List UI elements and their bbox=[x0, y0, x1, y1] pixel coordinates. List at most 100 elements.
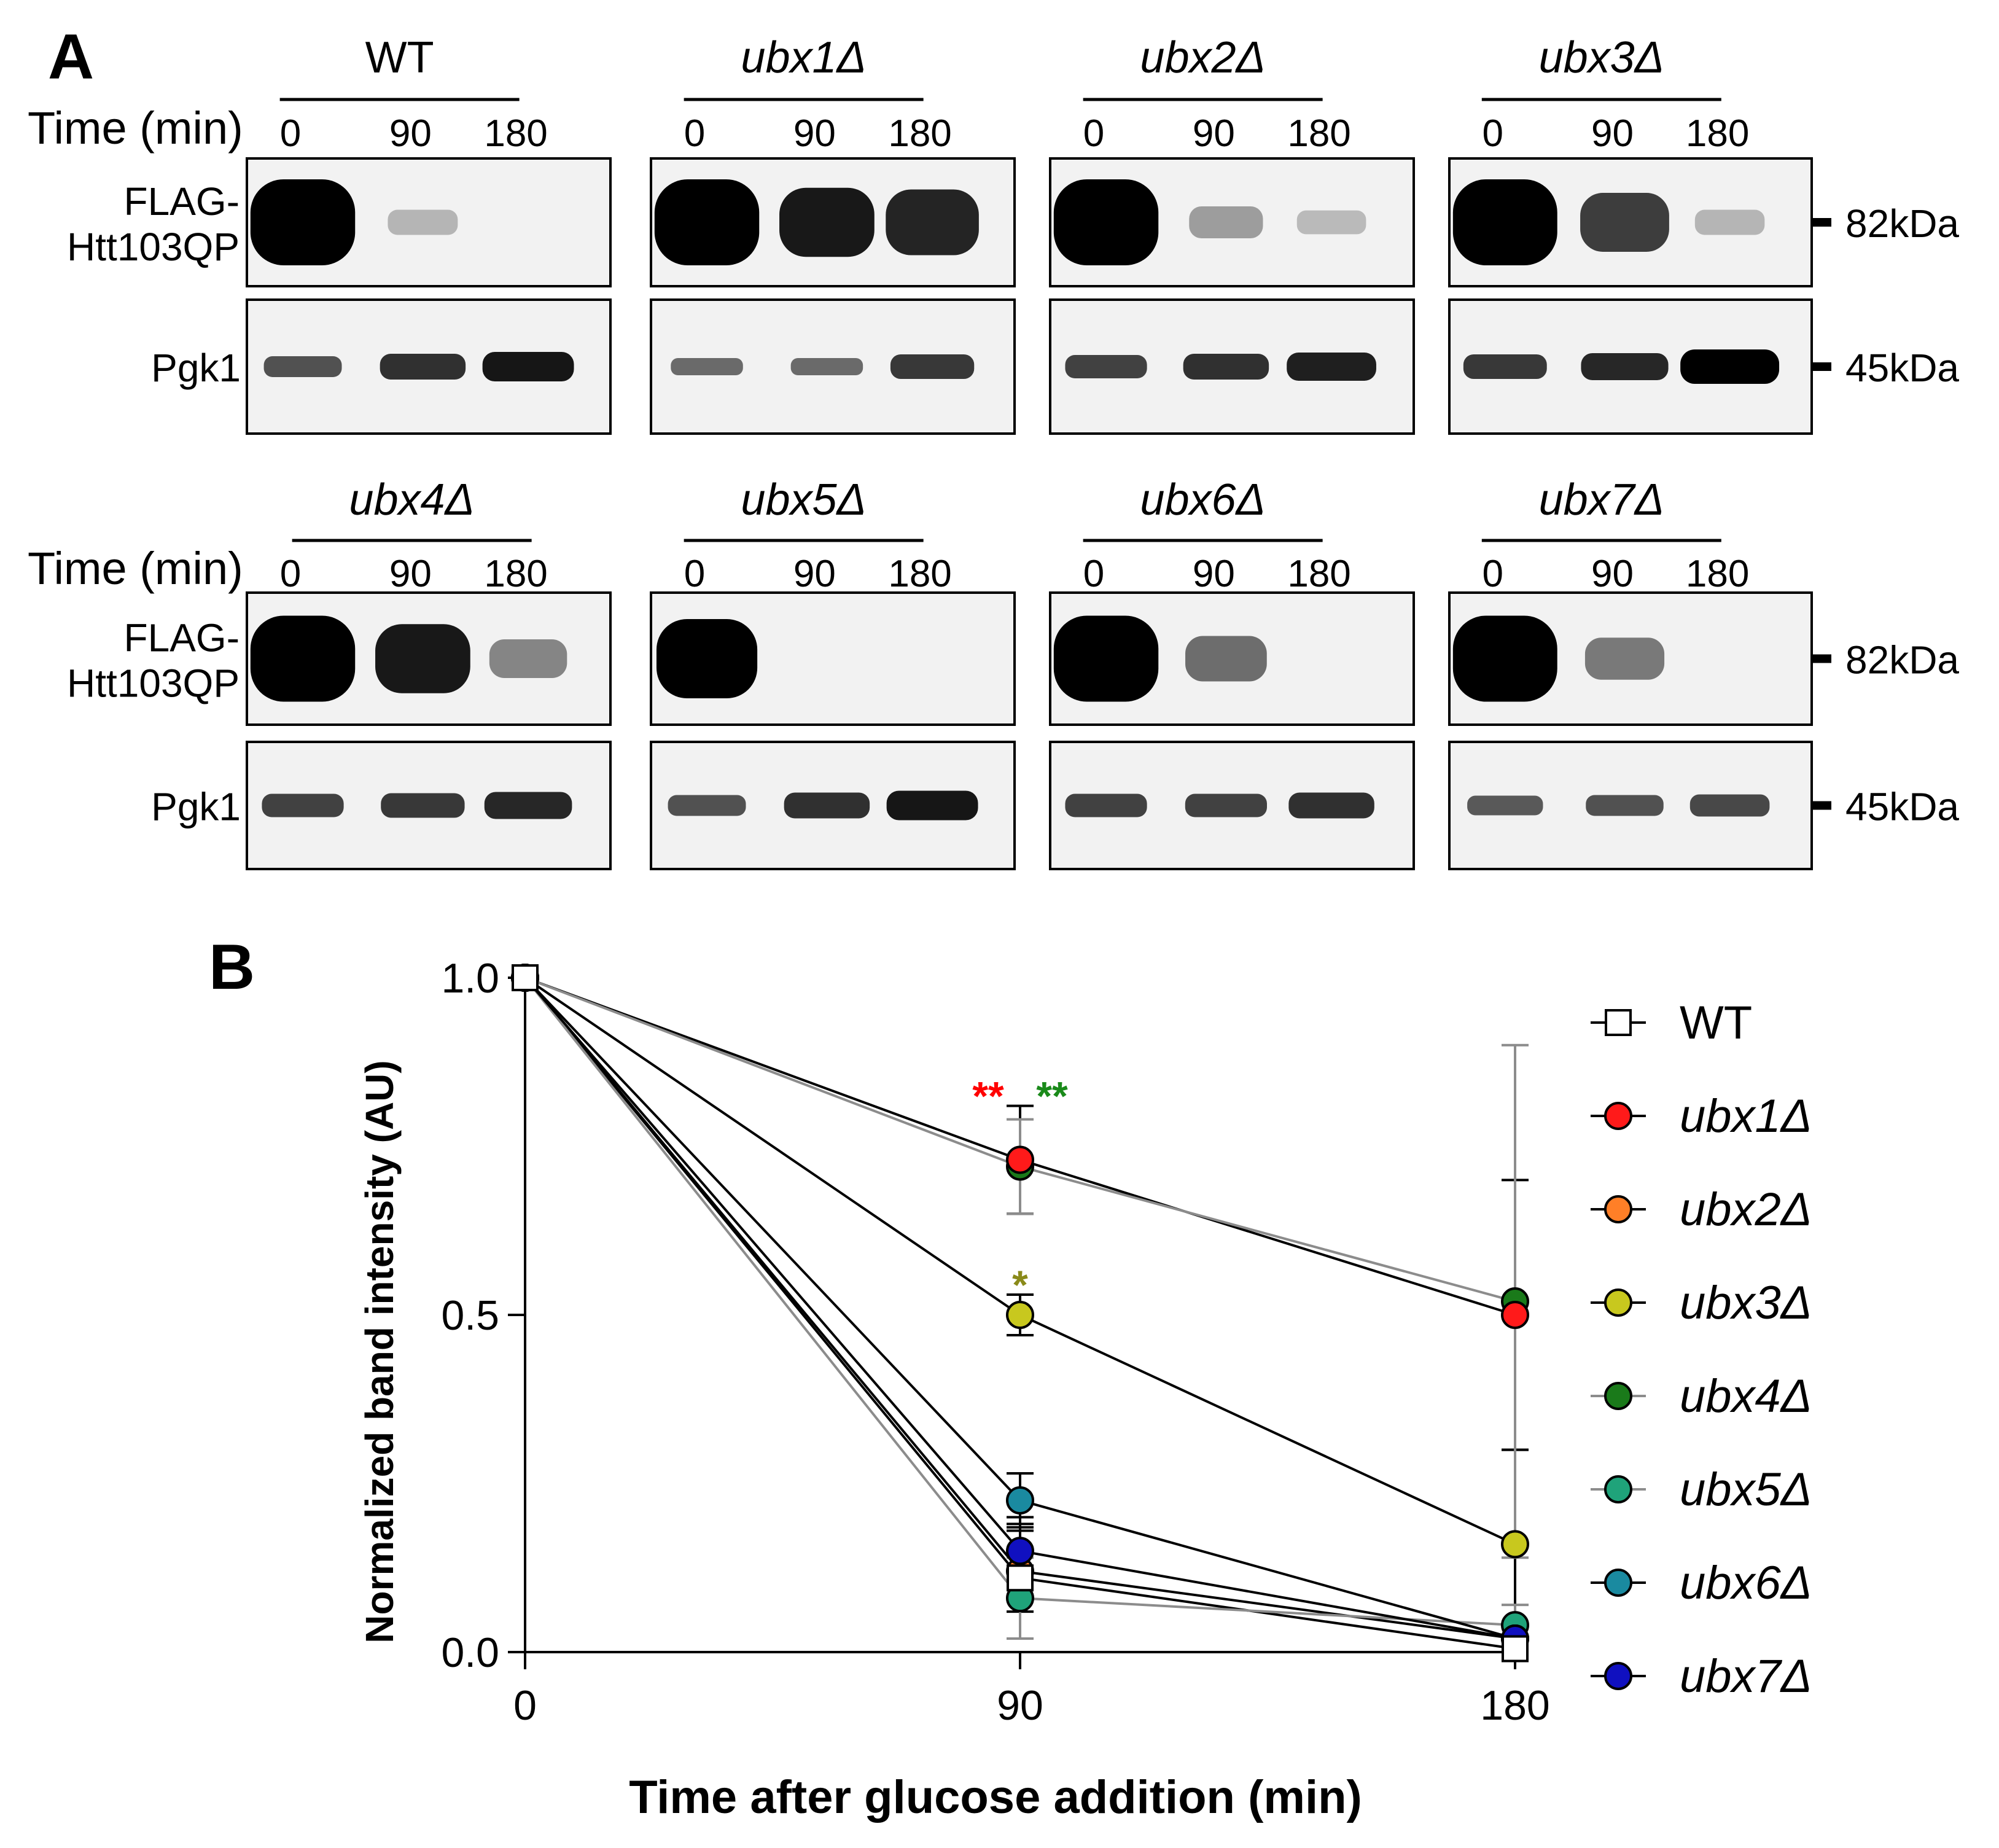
y-tick-label: 1.0 bbox=[441, 955, 499, 1002]
marker-45kda-label: 45kDa bbox=[1845, 785, 1959, 829]
strain-title: ubx2Δ bbox=[1140, 33, 1265, 82]
significance-asterisks: * bbox=[1012, 1262, 1028, 1308]
legend-label: ubx3Δ bbox=[1680, 1277, 1812, 1329]
pgk1-band bbox=[890, 354, 975, 379]
flag-htt103qp-band bbox=[1584, 637, 1665, 680]
pgk1-band bbox=[484, 792, 572, 819]
flag-htt103qp-band bbox=[1053, 179, 1159, 265]
legend-marker-circle bbox=[1604, 1289, 1632, 1317]
data-point-circle bbox=[1501, 1301, 1529, 1329]
flag-htt103qp-band bbox=[388, 209, 458, 235]
strain-title: ubx5Δ bbox=[741, 475, 866, 524]
flag-htt103qp-band bbox=[489, 639, 567, 678]
flag-htt103qp-band bbox=[250, 179, 356, 265]
time-point-label: 180 bbox=[1686, 553, 1749, 595]
strain-title: WT bbox=[365, 33, 434, 82]
panel-b-label: B bbox=[209, 932, 255, 1003]
marker-45kda-tick bbox=[1812, 362, 1831, 371]
pgk1-label: Pgk1 bbox=[151, 785, 241, 829]
time-point-label: 90 bbox=[1193, 553, 1235, 595]
time-min-label: Time (min) bbox=[28, 103, 243, 154]
flag-htt103qp-band bbox=[375, 624, 470, 693]
pgk1-band bbox=[1689, 794, 1770, 817]
time-point-label: 0 bbox=[280, 112, 301, 155]
time-point-label: 0 bbox=[684, 112, 705, 155]
x-axis-title: Time after glucose addition (min) bbox=[629, 1771, 1362, 1823]
pgk1-band bbox=[1463, 354, 1547, 379]
flag-label-line2: Htt103QP bbox=[67, 661, 240, 706]
flag-htt103qp-band bbox=[1185, 636, 1267, 682]
pgk1-band bbox=[1287, 353, 1376, 381]
flag-label-line2: Htt103QP bbox=[67, 225, 240, 269]
legend-marker-circle bbox=[1604, 1662, 1632, 1690]
pgk1-label: Pgk1 bbox=[151, 346, 241, 390]
pgk1-band bbox=[668, 795, 746, 816]
legend-marker-circle bbox=[1604, 1102, 1632, 1130]
data-point-circle bbox=[1006, 1486, 1034, 1515]
time-point-label: 0 bbox=[1083, 553, 1104, 595]
y-tick-label: 0.5 bbox=[441, 1292, 499, 1339]
time-min-label: Time (min) bbox=[28, 543, 243, 594]
legend-label: ubx5Δ bbox=[1680, 1464, 1812, 1516]
strain-title: ubx1Δ bbox=[741, 33, 866, 82]
legend-label: ubx2Δ bbox=[1680, 1183, 1812, 1236]
time-point-label: 0 bbox=[280, 553, 301, 595]
flag-htt103qp-band bbox=[1694, 209, 1765, 235]
time-point-label: 0 bbox=[1483, 112, 1503, 155]
legend-marker-circle bbox=[1604, 1475, 1632, 1503]
legend-label: ubx1Δ bbox=[1680, 1090, 1812, 1142]
legend-marker-square bbox=[1605, 1009, 1632, 1036]
strain-title: ubx3Δ bbox=[1539, 33, 1664, 82]
flag-htt103qp-band bbox=[1296, 210, 1366, 235]
pgk1-band bbox=[381, 793, 465, 818]
flag-label-line1: FLAG- bbox=[124, 616, 240, 660]
time-point-label: 180 bbox=[484, 112, 547, 155]
marker-82kda-label: 82kDa bbox=[1845, 201, 1959, 246]
data-point-square bbox=[1502, 1635, 1529, 1663]
pgk1-band bbox=[263, 356, 342, 377]
pgk1-band bbox=[886, 790, 978, 821]
legend-label: WT bbox=[1680, 997, 1752, 1049]
data-point-circle bbox=[1006, 1301, 1034, 1329]
strain-title: ubx7Δ bbox=[1539, 475, 1664, 524]
time-point-label: 180 bbox=[1686, 112, 1749, 155]
flag-htt103qp-band bbox=[1189, 206, 1263, 238]
strain-title: ubx4Δ bbox=[349, 475, 474, 524]
y-tick-label: 0.0 bbox=[441, 1629, 499, 1676]
flag-htt103qp-band bbox=[1053, 615, 1159, 702]
pgk1-band bbox=[1581, 353, 1669, 380]
time-point-label: 180 bbox=[888, 553, 951, 595]
significance-asterisks: ** bbox=[972, 1074, 1004, 1119]
pgk1-band bbox=[1288, 792, 1374, 819]
legend-marker-circle bbox=[1604, 1569, 1632, 1597]
data-point-square bbox=[512, 964, 539, 991]
strain-title: ubx6Δ bbox=[1140, 475, 1265, 524]
time-point-label: 0 bbox=[1083, 112, 1104, 155]
x-tick-label: 180 bbox=[1480, 1682, 1549, 1729]
x-tick-label: 0 bbox=[513, 1682, 537, 1729]
flag-htt103qp-band bbox=[779, 187, 875, 257]
legend-label: ubx4Δ bbox=[1680, 1370, 1812, 1422]
pgk1-band bbox=[1680, 349, 1780, 384]
time-point-label: 180 bbox=[484, 553, 547, 595]
time-point-label: 90 bbox=[1591, 112, 1634, 155]
pgk1-band bbox=[671, 358, 743, 375]
time-point-label: 0 bbox=[684, 553, 705, 595]
marker-82kda-label: 82kDa bbox=[1845, 638, 1959, 682]
time-point-label: 0 bbox=[1483, 553, 1503, 595]
legend-marker-circle bbox=[1604, 1195, 1632, 1223]
pgk1-band bbox=[1183, 354, 1269, 380]
pgk1-band bbox=[1185, 793, 1267, 817]
flag-label-line1: FLAG- bbox=[124, 179, 240, 224]
pgk1-band bbox=[1467, 795, 1543, 816]
significance-asterisks: ** bbox=[1036, 1074, 1068, 1119]
time-point-label: 90 bbox=[793, 553, 836, 595]
marker-82kda-tick bbox=[1812, 218, 1831, 227]
time-point-label: 180 bbox=[888, 112, 951, 155]
pgk1-band bbox=[1065, 793, 1147, 817]
time-point-label: 90 bbox=[793, 112, 836, 155]
data-point-circle bbox=[1006, 1537, 1034, 1565]
pgk1-band bbox=[380, 354, 466, 380]
flag-htt103qp-band bbox=[250, 615, 356, 702]
